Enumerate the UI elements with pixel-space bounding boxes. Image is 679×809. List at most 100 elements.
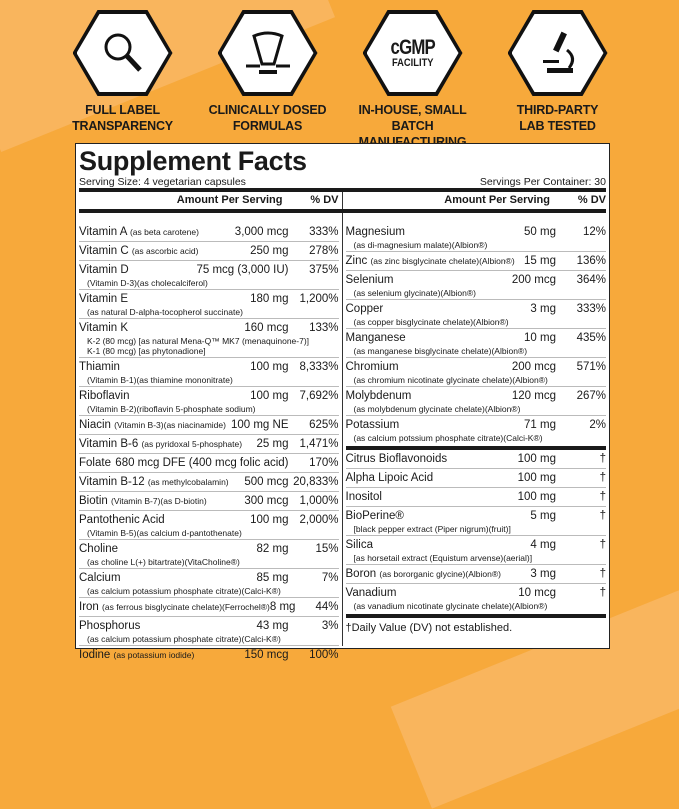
nutrient-amount: 100 mg NE bbox=[230, 419, 289, 431]
nutrient-name: Copper bbox=[345, 303, 384, 315]
nutrient-dv: 625% bbox=[309, 419, 339, 431]
nutrient-name-cell: Potassium bbox=[346, 418, 525, 433]
nutrient-dv: 20,833% bbox=[293, 476, 339, 488]
nutrient-name-cell: Vitamin B-12 (as methylcobalamin) bbox=[79, 475, 244, 490]
nutrient-amount: 15 mg bbox=[524, 255, 556, 267]
nutrient-name: Vitamin D bbox=[79, 264, 129, 276]
nutrient-amount: 25 mg bbox=[256, 438, 289, 450]
nutrient-name: Calcium bbox=[79, 572, 121, 584]
nutrient-source-detail: (as calcium potassium phosphate citrate)… bbox=[87, 634, 281, 644]
nutrient-name: Vanadium bbox=[345, 587, 397, 599]
nutrient-row: Alpha Lipoic Acid 100 mg † bbox=[345, 469, 607, 488]
nutrient-dv: 435% bbox=[576, 332, 606, 344]
nutrient-dv: † bbox=[599, 510, 606, 522]
nutrient-amount: 3 mg bbox=[530, 568, 556, 580]
nutrient-main-line: Vitamin B-6 (as pyridoxal 5-phosphate) 25… bbox=[79, 437, 339, 452]
nutrient-dv: † bbox=[599, 587, 606, 599]
nutrient-main-line: Silica 4 mg † bbox=[346, 538, 607, 553]
nutrient-name-cell: Biotin (Vitamin B-7)(as D-biotin) bbox=[79, 494, 244, 509]
nutrient-source-note: (as potassium iodide) bbox=[113, 650, 195, 660]
nutrient-dv: † bbox=[599, 539, 606, 551]
nutrient-row: Iodine (as potassium iodide) 150 mcg 100% bbox=[79, 646, 339, 664]
nutrient-dv: 364% bbox=[576, 274, 606, 286]
nutrient-name: Potassium bbox=[345, 419, 400, 431]
nutrient-dv: 333% bbox=[576, 303, 606, 315]
badge-label: CLINICALLY DOSED FORMULAS bbox=[208, 103, 327, 133]
nutrient-amount: 75 mcg (3,000 IU) bbox=[196, 264, 289, 276]
nutrient-name-cell: Vitamin A (as beta carotene) bbox=[79, 225, 235, 240]
nutrient-dv: 2,000% bbox=[299, 514, 339, 526]
nutrient-main-line: Vitamin E 180 mg 1,200% bbox=[79, 292, 339, 307]
nutrient-amount: 120 mcg bbox=[511, 390, 556, 402]
servings-per-container: Servings Per Container: 30 bbox=[479, 176, 606, 188]
nutrient-dv: † bbox=[599, 453, 606, 465]
nutrient-name-cell: Riboflavin bbox=[79, 389, 250, 404]
nutrient-name: Alpha Lipoic Acid bbox=[345, 472, 434, 484]
nutrient-dv: 267% bbox=[576, 390, 606, 402]
nutrient-source-note: (Vitamin B-7)(as D-biotin) bbox=[110, 496, 207, 506]
nutrient-name-cell: Iodine (as potassium iodide) bbox=[79, 648, 244, 663]
nutrient-row: Magnesium 50 mg 12% (as di-magnesium malate… bbox=[345, 223, 606, 252]
nutrient-dv: 571% bbox=[576, 361, 606, 373]
nutrient-main-line: Potassium 71 mg 2% bbox=[346, 418, 607, 433]
nutrient-amount: 5 mg bbox=[530, 510, 556, 522]
nutrient-main-line: Vitamin B-12 (as methylcobalamin) 500 mcg… bbox=[79, 475, 339, 490]
nutrient-source-note: (as bororganic glycine)(Albion®) bbox=[379, 569, 501, 579]
nutrient-row: Vitamin B-12 (as methylcobalamin) 500 mcg… bbox=[79, 473, 339, 492]
nutrient-source-detail: (Vitamin B-1)(as thiamine mononitrate) bbox=[87, 375, 233, 385]
nutrient-amount: 8 mg bbox=[269, 601, 296, 613]
nutrient-main-line: Molybdenum 120 mcg 267% bbox=[346, 389, 607, 404]
nutrient-source-detail: (as copper bisglycinate chelate)(Albion®… bbox=[353, 317, 509, 327]
nutrient-amount: 10 mg bbox=[524, 332, 556, 344]
nutrient-row: Vitamin D 75 mcg (3,000 IU) 375% (Vitamin D… bbox=[79, 261, 339, 290]
nutrient-source-detail: (as calcium potassium phosphate citrate)… bbox=[87, 586, 281, 596]
nutrient-source-detail: K-2 (80 mcg) [as natural Mena-Q™ MK7 (me… bbox=[87, 336, 310, 346]
nutrient-name: Silica bbox=[345, 539, 373, 551]
nutrient-amount: 200 mcg bbox=[511, 274, 556, 286]
nutrient-row: BioPerine® 5 mg † [black pepper extract (Pi… bbox=[345, 507, 607, 536]
divider bbox=[79, 209, 606, 213]
nutrient-main-line: Selenium 200 mcg 364% bbox=[346, 273, 607, 288]
nutrient-amount: 150 mcg bbox=[244, 649, 289, 661]
nutrient-name: Biotin bbox=[79, 495, 108, 507]
nutrient-name: Vitamin A bbox=[79, 226, 127, 238]
nutrient-row: Niacin (Vitamin B-3)(as niacinamide) 100 … bbox=[79, 416, 339, 435]
nutrient-name-cell: Zinc (as zinc bisglycinate chelate)(Albi… bbox=[346, 254, 525, 269]
header-dv: % DV bbox=[310, 194, 339, 206]
nutrient-amount: 680 mcg DFE (400 mcg folic acid) bbox=[115, 457, 289, 469]
nutrient-main-line: BioPerine® 5 mg † bbox=[346, 509, 607, 524]
badge-clinically-dosed: CLINICALLY DOSED FORMULAS bbox=[195, 10, 340, 150]
nutrient-main-line: Citrus Bioflavonoids 100 mg † bbox=[346, 452, 607, 467]
nutrient-source-detail: (Vitamin B-5)(as calcium d-pantothenate) bbox=[87, 528, 242, 538]
nutrient-amount: 10 mcg bbox=[518, 587, 556, 599]
nutrient-row: Pantothenic Acid 100 mg 2,000% (Vitamin B-5… bbox=[79, 511, 339, 540]
nutrient-dv: 1,000% bbox=[299, 495, 339, 507]
nutrient-row: Copper 3 mg 333% (as copper bisglycinate ch… bbox=[345, 300, 606, 329]
nutrient-main-line: Niacin (Vitamin B-3)(as niacinamide) 100 … bbox=[79, 418, 339, 433]
nutrient-row: Choline 82 mg 15% (as choline L(+) bitartra… bbox=[79, 540, 339, 569]
nutrient-source-note: (Vitamin B-3)(as niacinamide) bbox=[114, 420, 226, 430]
nutrient-amount: 3 mg bbox=[530, 303, 556, 315]
nutrient-amount: 100 mg bbox=[250, 361, 289, 373]
nutrient-name: Vitamin C bbox=[79, 245, 129, 257]
nutrient-dv: 100% bbox=[309, 649, 339, 661]
nutrient-name: Vitamin E bbox=[79, 293, 129, 305]
nutrient-main-line: Vitamin C (as ascorbic acid) 250 mg 278% bbox=[79, 244, 339, 259]
nutrient-row: Manganese 10 mg 435% (as manganese bisglyci… bbox=[345, 329, 607, 358]
nutrient-row: Molybdenum 120 mcg 267% (as molybdenum glyc… bbox=[345, 387, 607, 416]
nutrient-name: Phosphorus bbox=[79, 620, 141, 632]
nutrient-name-cell: Copper bbox=[346, 302, 531, 317]
nutrient-source-detail: (as choline L(+) bitartrate)(VitaCholine… bbox=[87, 557, 240, 567]
nutrient-name-cell: Calcium bbox=[79, 571, 257, 586]
nutrient-source-note: (as beta carotene) bbox=[129, 227, 199, 237]
nutrient-name-cell: Thiamin bbox=[79, 360, 250, 375]
nutrient-main-line: Manganese 10 mg 435% bbox=[346, 331, 607, 346]
nutrient-name-cell: Molybdenum bbox=[346, 389, 512, 404]
nutrient-row: Chromium 200 mcg 571% (as chromium nicotina… bbox=[345, 358, 606, 387]
magnifier-icon bbox=[104, 33, 142, 72]
nutrient-amount: 300 mcg bbox=[244, 495, 289, 507]
nutrient-name-cell: Inositol bbox=[346, 490, 518, 505]
header-dv: % DV bbox=[577, 194, 606, 206]
nutrient-main-line: Alpha Lipoic Acid 100 mg † bbox=[346, 471, 607, 486]
nutrient-dv: 3% bbox=[321, 620, 339, 632]
